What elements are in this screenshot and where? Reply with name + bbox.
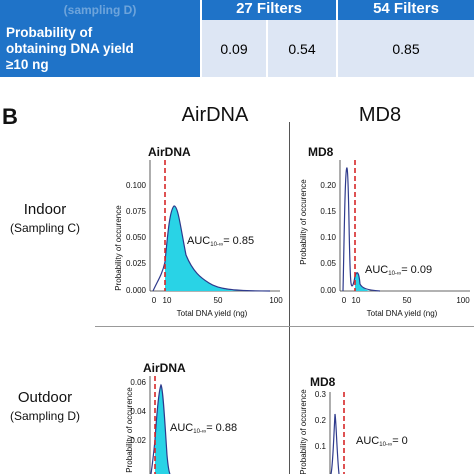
auc-annotation: AUC10-∞= 0.09 [365, 264, 432, 277]
x-tick-label: 10 [163, 296, 172, 305]
table-header-cell-partial: (sampling D) [0, 0, 200, 20]
table-header-54-text: 54 Filters [373, 0, 439, 17]
plot-airdna-outdoor: AirDNA Probability of occurence 0.06 0.0… [125, 361, 237, 474]
x-axis-label: Total DNA yield (ng) [177, 309, 248, 318]
y-tick-label: 0.000 [126, 286, 147, 295]
auc-area [165, 205, 245, 291]
table-divider [200, 0, 202, 77]
table-header-27-text: 27 Filters [236, 0, 302, 17]
y-tick-label: 0.1 [315, 442, 327, 451]
table-divider [266, 20, 268, 77]
y-axis-label: Probability of occurence [114, 205, 123, 291]
plot-md8-outdoor: MD8 Probability of occurence 0.3 0.2 0.1… [299, 375, 408, 474]
y-tick-label: 0.05 [320, 259, 336, 268]
table-header-54-filters: 54 Filters [338, 0, 474, 18]
panel-label: B [2, 104, 18, 129]
auc-annotation: AUC10-∞= 0.88 [170, 422, 237, 435]
density-curve [150, 383, 171, 474]
column-header-airdna: AirDNA [181, 104, 249, 126]
plot-airdna-indoor: AirDNA Probability of occurence 0.000 0.… [114, 145, 283, 318]
y-axis-label: Probability of occurence [125, 387, 134, 473]
table-header-partial-text: (sampling D) [63, 3, 137, 17]
value-cell: 0.54 [268, 20, 336, 77]
table-data-row: Probability of obtaining DNA yield ≥10 n… [0, 20, 474, 77]
auc-annotation: AUC10-∞= 0 [356, 435, 408, 448]
auc-annotation: AUC10-∞= 0.85 [187, 235, 254, 248]
x-axis-label: Total DNA yield (ng) [367, 309, 438, 318]
y-tick-label: 0.20 [320, 181, 336, 190]
density-curve [342, 167, 381, 292]
y-tick-label: 0.02 [130, 436, 146, 445]
row-title-indoor: Indoor (Sampling C) [0, 200, 90, 238]
y-tick-label: 0.15 [320, 207, 336, 216]
plot-md8-indoor: MD8 Probability of occurence 0.00 0.05 0… [299, 145, 470, 318]
table-divider [336, 0, 338, 77]
row-subtitle-text: (Sampling D) [9, 409, 81, 423]
plot-title: MD8 [310, 375, 336, 389]
row-subtitle-text: (Sampling C) [9, 221, 81, 235]
y-tick-label: 0.00 [320, 286, 336, 295]
table-header-27-filters: 27 Filters [202, 0, 336, 18]
y-tick-label: 0.050 [126, 233, 147, 242]
plot-title: MD8 [308, 145, 334, 159]
value-cell: 0.85 [338, 20, 474, 77]
density-curve [330, 413, 340, 474]
y-tick-label: 0.2 [315, 416, 327, 425]
y-tick-label: 0.06 [130, 378, 146, 387]
y-tick-label: 0.10 [320, 233, 336, 242]
y-axis-label: Probability of occurence [299, 179, 308, 265]
x-tick-label: 50 [214, 296, 223, 305]
row-title-text: Outdoor [17, 389, 73, 406]
x-tick-label: 0 [342, 296, 347, 305]
x-tick-label: 0 [152, 296, 157, 305]
y-tick-label: 0.100 [126, 181, 147, 190]
column-header-md8: MD8 [358, 104, 402, 126]
x-tick-label: 100 [269, 296, 283, 305]
y-tick-label: 0.3 [315, 390, 327, 399]
value-cell: 0.09 [202, 20, 266, 77]
row-label: Probability of obtaining DNA yield ≥10 n… [0, 20, 200, 77]
y-tick-label: 0.04 [130, 407, 146, 416]
x-tick-label: 100 [456, 296, 470, 305]
grid-divider-vertical [289, 122, 290, 474]
plot-title: AirDNA [143, 361, 186, 375]
row-title-text: Indoor [23, 201, 67, 218]
plot-title: AirDNA [148, 145, 191, 159]
y-tick-label: 0.075 [126, 207, 147, 216]
x-tick-label: 10 [352, 296, 361, 305]
x-tick-label: 50 [403, 296, 412, 305]
table-header-row: (sampling D) 27 Filters 54 Filters [0, 0, 474, 20]
y-axis-label: Probability of occurence [299, 389, 308, 474]
grid-divider-horizontal [95, 326, 474, 327]
row-title-outdoor: Outdoor (Sampling D) [0, 388, 90, 426]
y-tick-label: 0.025 [126, 259, 147, 268]
